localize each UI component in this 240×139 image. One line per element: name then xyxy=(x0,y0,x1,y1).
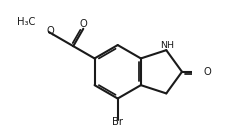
Text: H₃C: H₃C xyxy=(17,17,35,27)
Text: NH: NH xyxy=(160,41,174,50)
Text: O: O xyxy=(204,67,211,77)
Text: O: O xyxy=(46,26,54,36)
Text: O: O xyxy=(79,19,87,29)
Text: Br: Br xyxy=(112,117,123,127)
